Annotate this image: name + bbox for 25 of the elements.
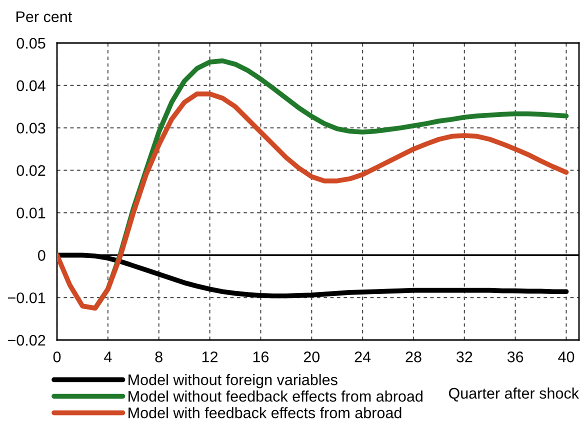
y-tick-label: 0 <box>38 250 46 261</box>
x-tick-label: 12 <box>202 352 218 362</box>
x-tick-label: 36 <box>507 352 524 362</box>
y-tick-label: 0.05 <box>16 38 46 49</box>
x-tick-label: 16 <box>253 352 269 362</box>
x-tick-label: 24 <box>354 352 371 362</box>
x-tick-label: 4 <box>104 352 112 362</box>
x-tick-label: 32 <box>456 352 472 362</box>
x-tick-label: 40 <box>558 352 574 362</box>
y-tick-label: 0.04 <box>16 80 46 92</box>
x-tick-label: 8 <box>155 352 162 362</box>
y-tick-label: 0.03 <box>16 122 46 134</box>
legend-label: Model without foreign variables <box>128 374 338 388</box>
y-axis-title: Per cent <box>16 12 72 22</box>
legend-label: Model without feedback effects from abroad <box>128 390 422 402</box>
y-tick-label: 0.02 <box>16 165 46 176</box>
legend-label: Model with feedback effects from abroad <box>128 407 402 418</box>
x-tick-label: 0 <box>53 352 61 362</box>
y-tick-label: −0.01 <box>8 292 46 304</box>
x-tick-label: 20 <box>304 352 320 362</box>
y-tick-label: −0.02 <box>8 334 46 346</box>
x-tick-label: 28 <box>406 352 422 362</box>
y-tick-label: 0.01 <box>16 208 46 218</box>
line-series <box>57 91 569 311</box>
x-axis-title: Quarter after shock <box>448 388 580 402</box>
